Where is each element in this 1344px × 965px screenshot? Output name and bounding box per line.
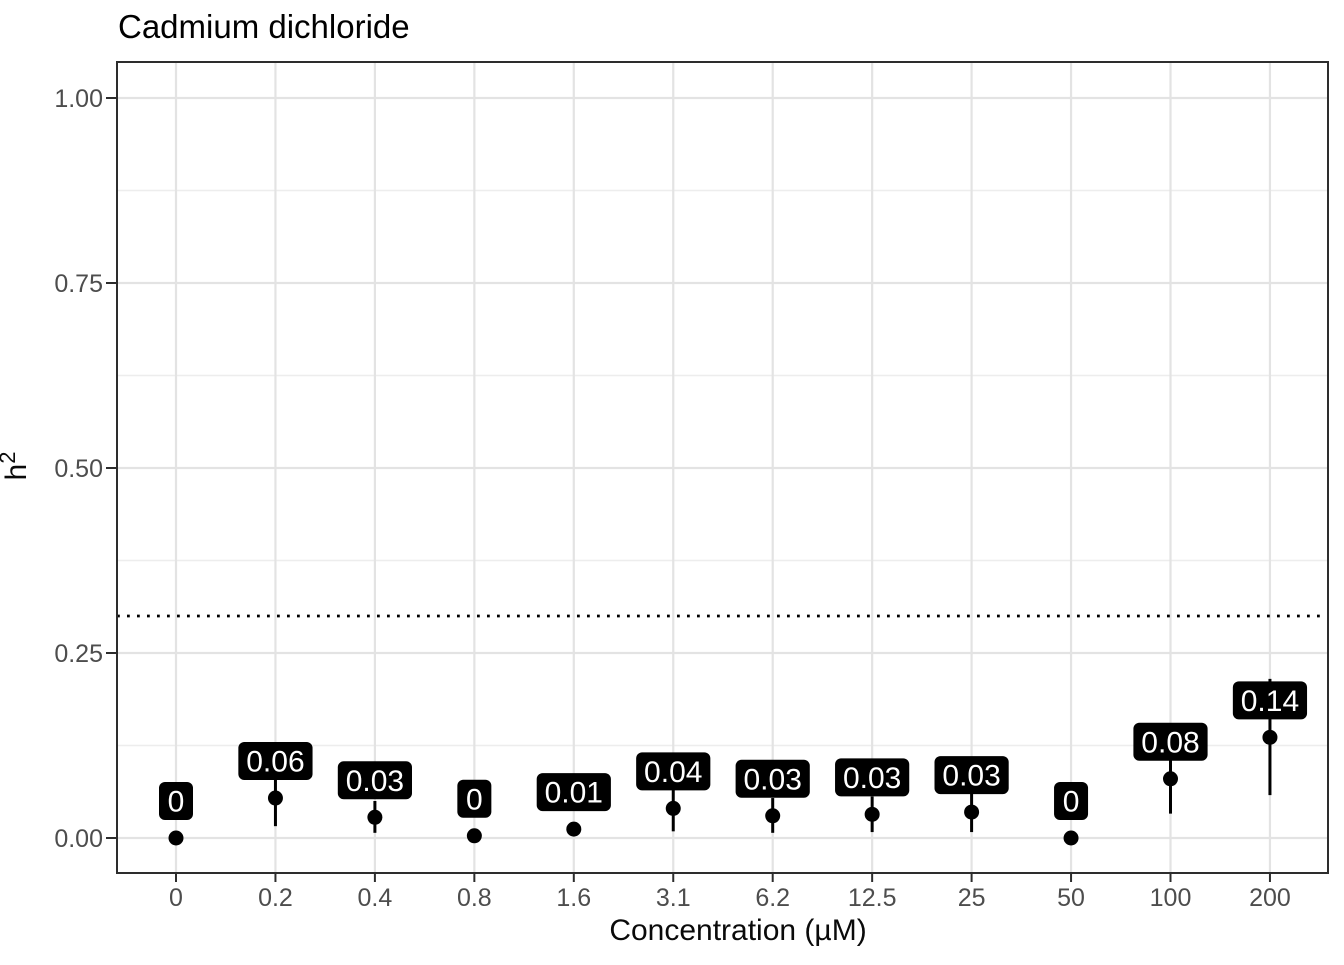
value-label-box-0.4 — [337, 761, 412, 800]
y-tick-label-0.00: 0.00 — [54, 825, 103, 853]
value-label-3.1: 0.04 — [644, 756, 702, 789]
value-label-1.6: 0.01 — [545, 777, 603, 810]
value-label-box-0.8 — [457, 779, 492, 818]
value-label-box-25 — [934, 756, 1009, 795]
value-label-box-6.2 — [735, 759, 810, 798]
data-point-0.2 — [267, 790, 283, 806]
data-point-0.8 — [466, 828, 482, 844]
data-point-25 — [964, 804, 980, 820]
data-point-6.2 — [765, 808, 781, 824]
x-tick-label-100: 100 — [1150, 884, 1192, 912]
value-label-box-100 — [1133, 722, 1208, 761]
value-label-0.2: 0.06 — [246, 746, 304, 779]
x-tick-label-0: 0 — [169, 884, 183, 912]
x-tick-label-0.8: 0.8 — [457, 884, 492, 912]
data-point-200 — [1262, 729, 1278, 745]
value-label-12.5: 0.03 — [843, 762, 901, 795]
x-tick-label-1.6: 1.6 — [556, 884, 591, 912]
y-tick-label-1.00: 1.00 — [54, 85, 103, 113]
y-tick-label-0.75: 0.75 — [54, 270, 103, 298]
value-label-0: 0 — [168, 786, 185, 819]
x-tick-label-0.4: 0.4 — [358, 884, 393, 912]
data-point-50 — [1063, 830, 1079, 846]
x-tick-label-3.1: 3.1 — [656, 884, 691, 912]
x-tick-label-25: 25 — [958, 884, 986, 912]
x-tick-label-12.5: 12.5 — [848, 884, 897, 912]
x-axis-title: Concentration (µM) — [609, 914, 866, 947]
data-point-100 — [1163, 771, 1178, 787]
data-point-3.1 — [665, 800, 681, 816]
x-tick-label-0.2: 0.2 — [258, 884, 293, 912]
data-point-12.5 — [864, 806, 880, 822]
value-label-box-12.5 — [835, 758, 910, 797]
value-label-box-0.2 — [238, 742, 313, 781]
value-label-box-1.6 — [536, 773, 611, 812]
y-tick-label-0.25: 0.25 — [54, 640, 103, 668]
x-tick-label-6.2: 6.2 — [755, 884, 790, 912]
value-label-50: 0 — [1063, 786, 1080, 819]
value-label-6.2: 0.03 — [744, 763, 802, 796]
value-label-25: 0.03 — [942, 760, 1000, 793]
value-label-box-3.1 — [636, 752, 711, 791]
data-point-0.4 — [367, 809, 383, 825]
chart-title: Cadmium dichloride — [118, 8, 410, 45]
value-label-box-0 — [159, 782, 193, 820]
value-label-200: 0.14 — [1241, 685, 1299, 718]
x-tick-label-200: 200 — [1249, 884, 1291, 912]
value-label-box-200 — [1232, 681, 1308, 720]
y-tick-label-0.50: 0.50 — [54, 455, 103, 483]
data-point-0 — [168, 830, 184, 846]
value-label-100: 0.08 — [1141, 726, 1199, 759]
value-label-0.8: 0 — [466, 783, 483, 816]
data-point-1.6 — [566, 821, 582, 837]
value-label-box-50 — [1054, 782, 1089, 820]
x-tick-label-50: 50 — [1057, 884, 1085, 912]
value-label-0.4: 0.03 — [346, 765, 404, 798]
